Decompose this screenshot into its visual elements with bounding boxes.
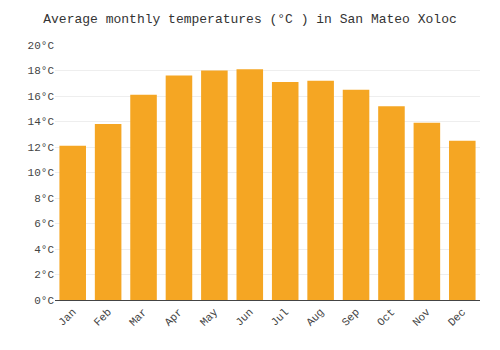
- svg-text:6°C: 6°C: [34, 218, 54, 230]
- svg-text:8°C: 8°C: [34, 193, 54, 205]
- svg-text:Average monthly temperatures (: Average monthly temperatures (°C ) in Sa…: [43, 12, 456, 27]
- svg-text:16°C: 16°C: [28, 91, 55, 103]
- svg-text:10°C: 10°C: [28, 167, 55, 179]
- svg-text:Aug: Aug: [304, 306, 326, 328]
- svg-text:Apr: Apr: [162, 306, 184, 328]
- svg-text:18°C: 18°C: [28, 65, 55, 77]
- svg-text:Oct: Oct: [375, 306, 397, 328]
- svg-text:2°C: 2°C: [34, 269, 54, 281]
- svg-text:Nov: Nov: [410, 306, 433, 329]
- svg-text:Feb: Feb: [92, 306, 114, 328]
- svg-text:Dec: Dec: [446, 306, 468, 328]
- svg-text:Sep: Sep: [340, 306, 362, 328]
- svg-text:4°C: 4°C: [34, 244, 54, 256]
- svg-text:0°C: 0°C: [34, 295, 54, 307]
- svg-text:Mar: Mar: [127, 306, 149, 328]
- svg-text:Jan: Jan: [56, 306, 78, 328]
- svg-text:May: May: [198, 306, 221, 329]
- svg-text:Jun: Jun: [233, 306, 255, 328]
- svg-text:14°C: 14°C: [28, 116, 55, 128]
- svg-text:12°C: 12°C: [28, 142, 55, 154]
- svg-text:Jul: Jul: [269, 306, 291, 328]
- svg-text:20°C: 20°C: [28, 40, 55, 52]
